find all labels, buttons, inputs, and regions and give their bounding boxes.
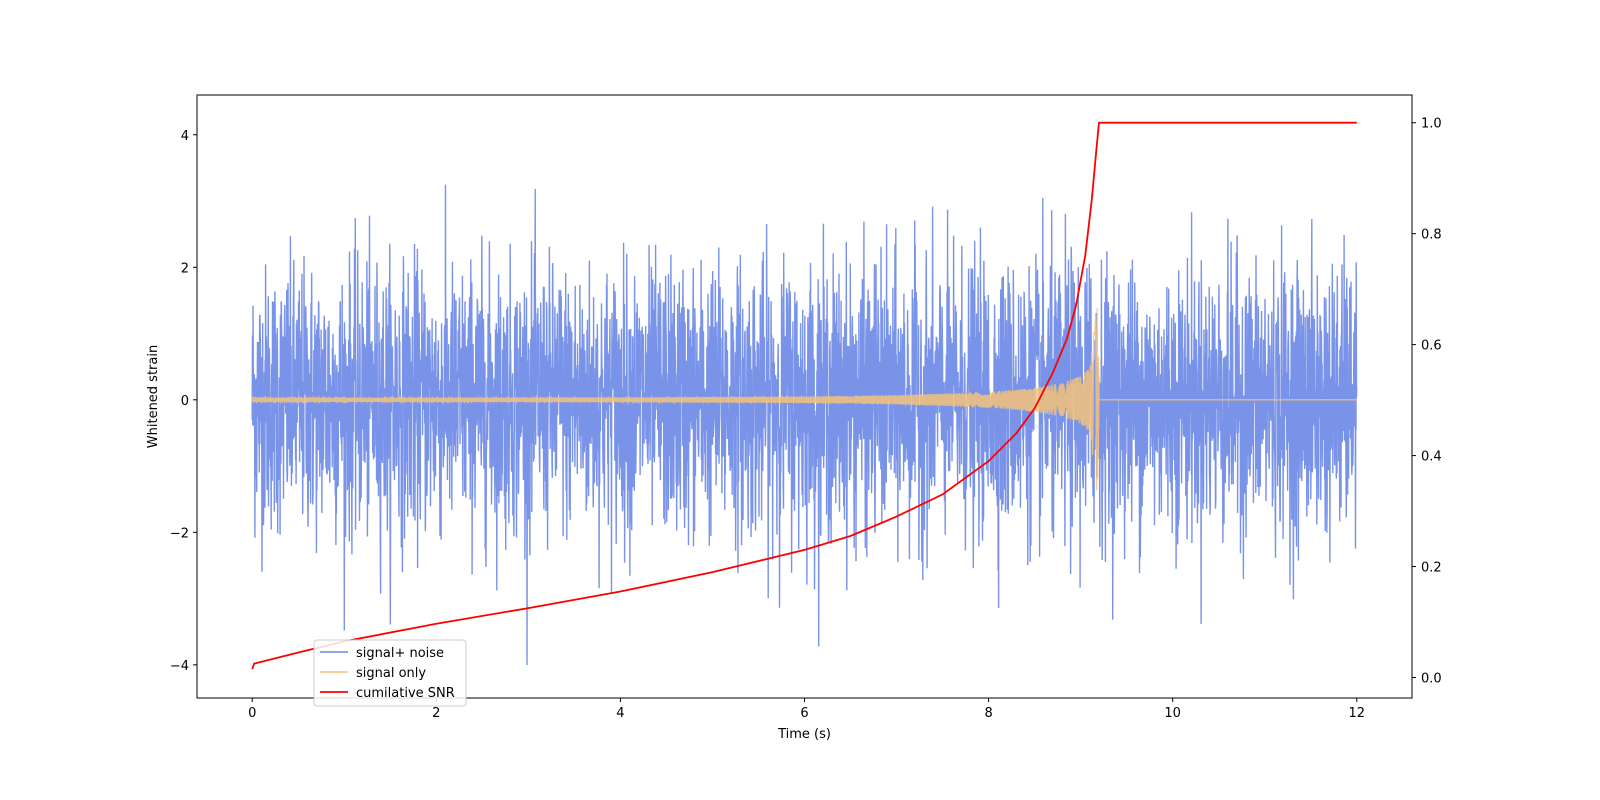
legend-box [313,639,467,707]
y-tick-label: 4 [181,129,189,144]
x-tick-label: 8 [984,706,992,721]
series-signal-only-line [251,307,1357,491]
series-cumulative-snr-line [251,121,1357,670]
y2-tick-label: 1.0 [1421,117,1442,132]
y-axis-right: 0.0 0.2 0.4 0.6 0.8 1.0 [1412,117,1442,686]
y-axis-label: Whitened strain [146,345,161,448]
y-tick-label: 0 [181,394,189,409]
y2-tick-label: 0.4 [1421,450,1442,465]
plot-area [251,121,1358,670]
legend: signal+ noise signal only cumilative SNR [313,639,467,707]
x-tick-label: 0 [248,706,256,721]
y-tick-label: −4 [170,659,189,674]
y2-tick-label: 0.0 [1421,671,1442,686]
x-tick-label: 12 [1348,706,1365,721]
x-tick-label: 4 [616,706,624,721]
x-axis-label: Time (s) [777,727,831,742]
y2-tick-label: 0.6 [1421,339,1442,354]
y-tick-label: −2 [170,526,189,541]
y2-tick-label: 0.2 [1421,561,1442,576]
y2-tick-label: 0.8 [1421,228,1442,243]
x-tick-label: 10 [1164,706,1181,721]
y-tick-label: 2 [181,261,189,276]
series-signal-noise-line [251,184,1358,666]
legend-label: signal+ noise [356,646,444,661]
x-tick-label: 2 [432,706,440,721]
x-axis: 0 2 4 6 8 10 12 [248,698,1365,721]
legend-label: cumilative SNR [356,686,455,701]
legend-label: signal only [356,666,426,681]
y-axis-left: −4 −2 0 2 4 [170,129,197,674]
x-tick-label: 6 [800,706,808,721]
